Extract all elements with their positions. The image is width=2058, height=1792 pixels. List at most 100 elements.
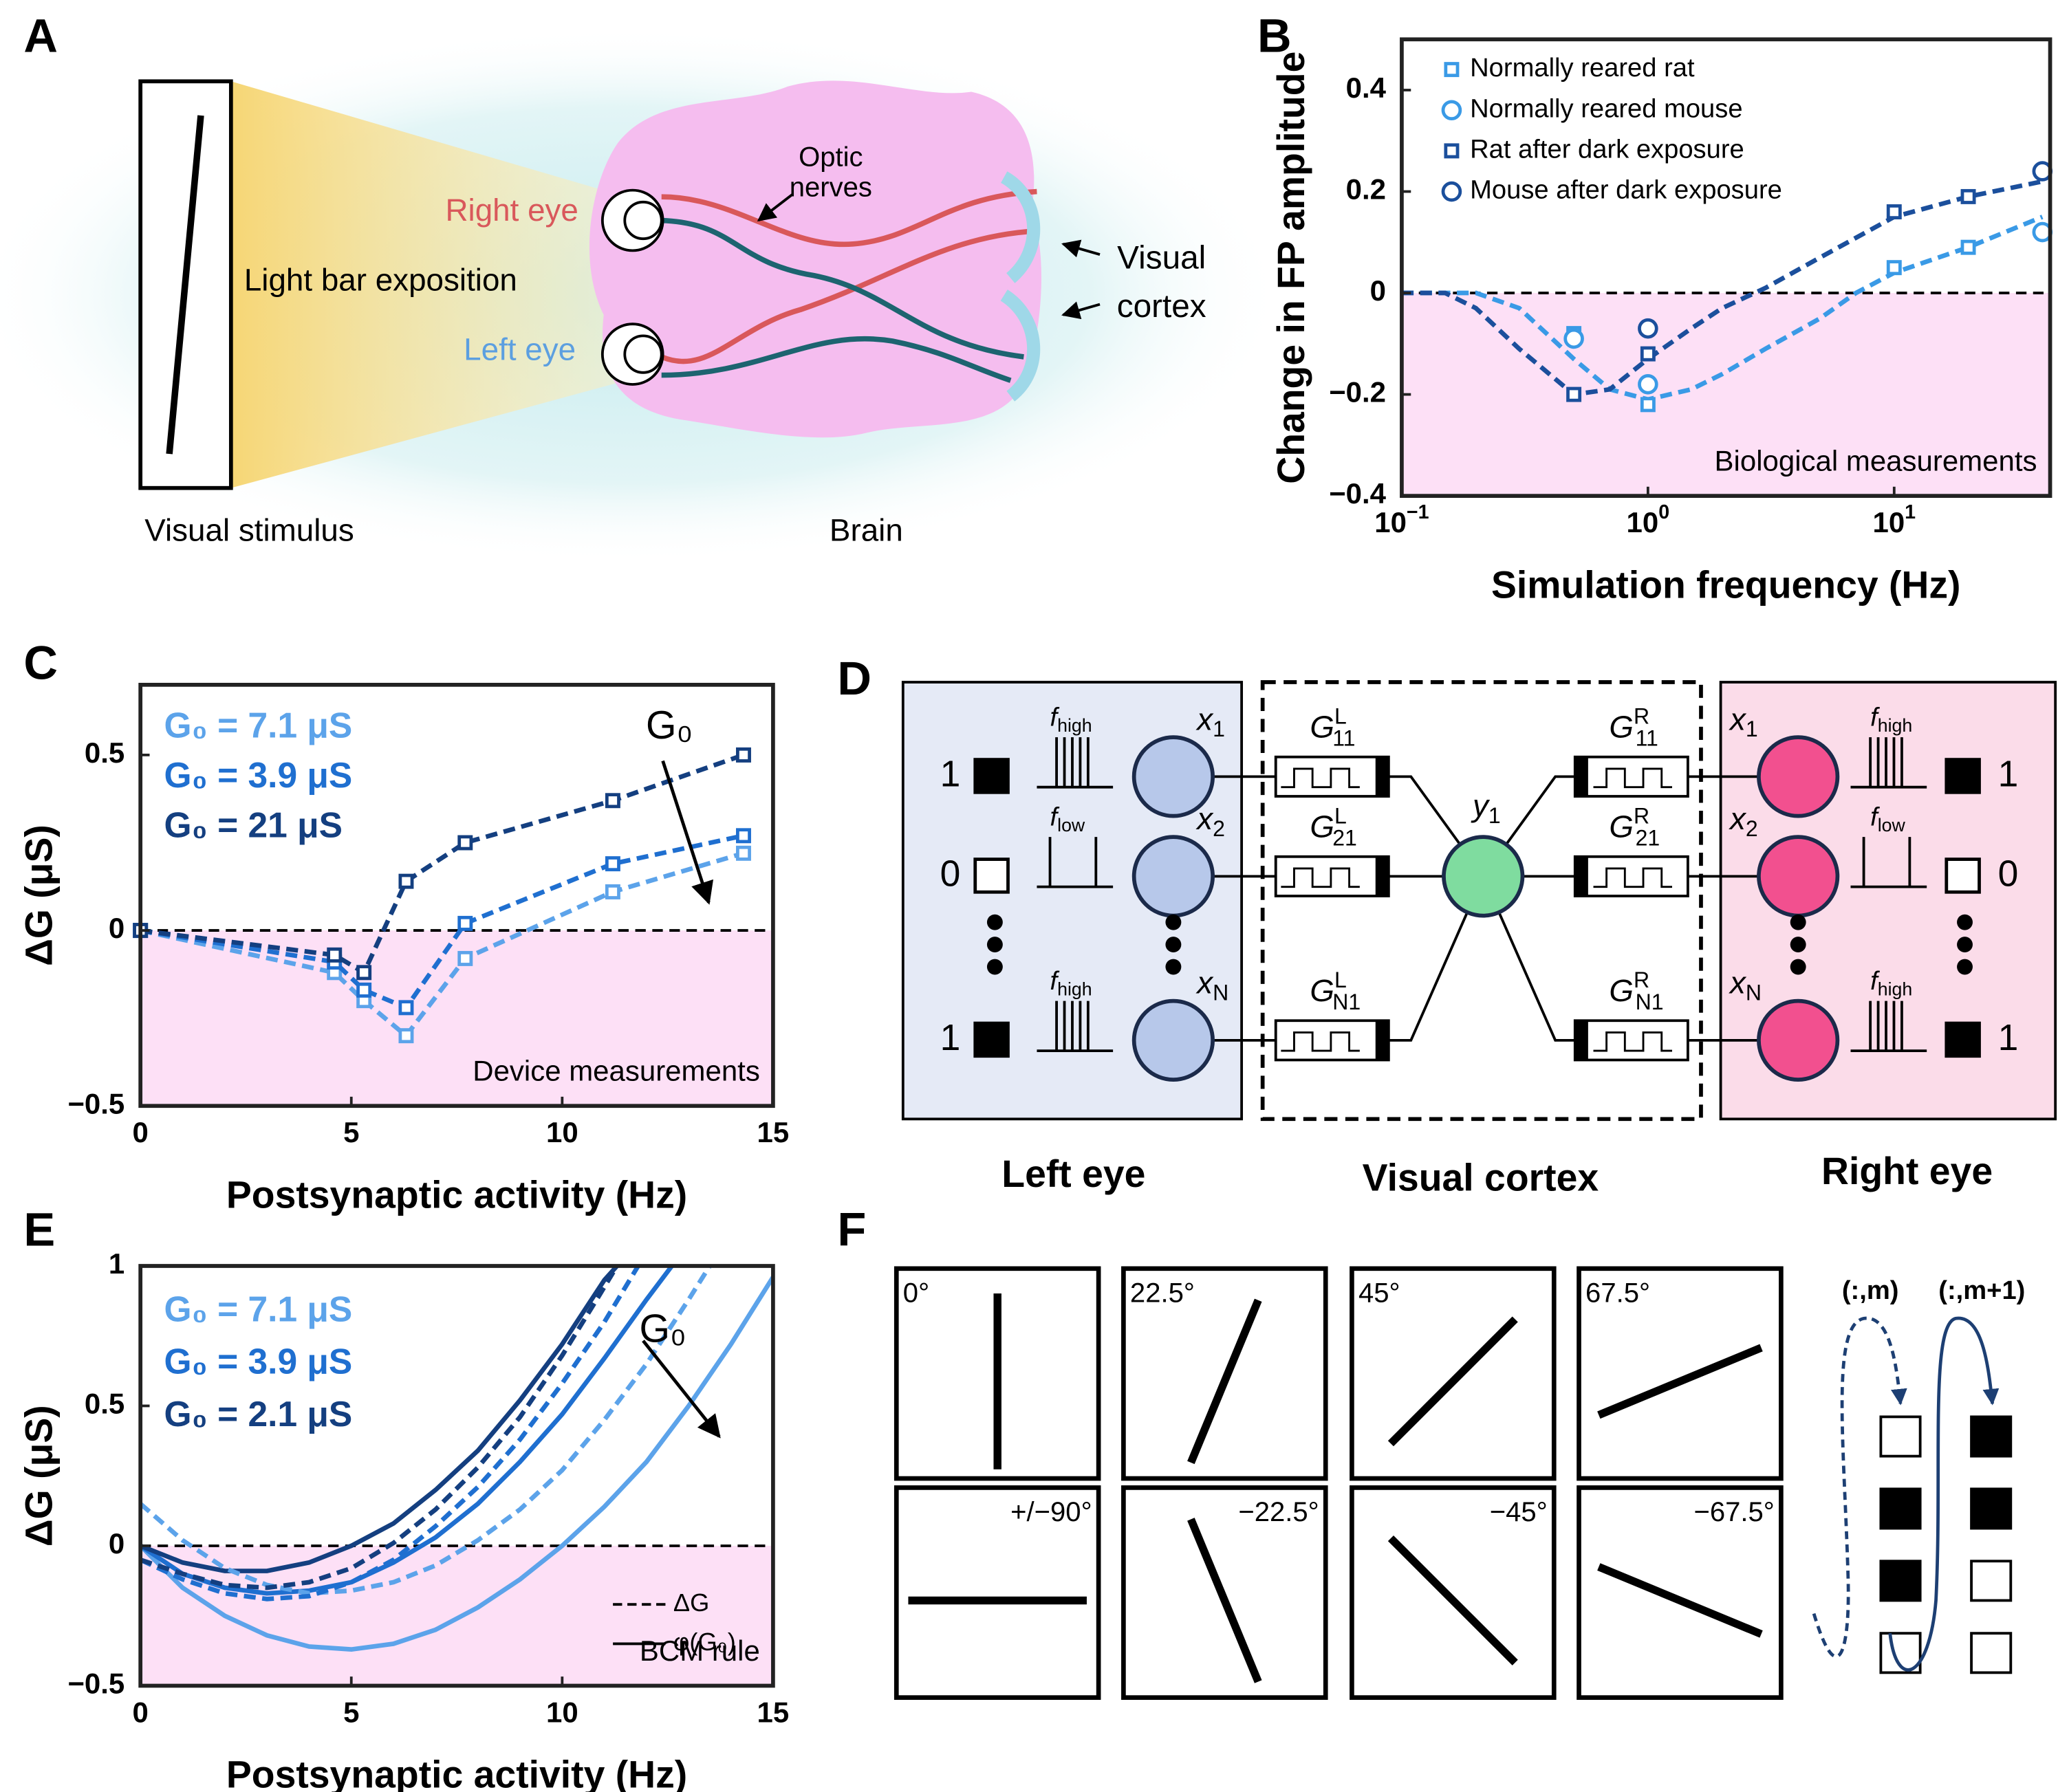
y-tick-label: −0.2 xyxy=(1329,376,1386,408)
synapse-wave xyxy=(1281,867,1360,888)
input-neuron xyxy=(1757,998,1840,1082)
series-line xyxy=(139,1264,619,1573)
marker xyxy=(1886,204,1902,220)
eye xyxy=(600,188,664,252)
synapse-label-sub: 21 xyxy=(1332,826,1357,851)
connection xyxy=(1482,875,1575,1042)
frequency-label-sub: low xyxy=(1878,815,1906,835)
node-label-sub: 1 xyxy=(1746,717,1758,741)
x-tick-label-exp: 0 xyxy=(1658,501,1669,523)
node-label-main: x xyxy=(1195,801,1214,836)
cortex-box xyxy=(1260,680,1703,1122)
legend-label: Normally reared mouse xyxy=(1470,94,1742,123)
pattern-pixel xyxy=(1970,1415,2013,1458)
panel-label: C xyxy=(23,636,58,689)
brain xyxy=(589,80,1041,438)
right-eye-title: Right eye xyxy=(1821,1150,1993,1192)
angle-label: +/−90° xyxy=(1010,1497,1092,1527)
x-tick-label: 5 xyxy=(343,1116,359,1148)
ellipsis-dot xyxy=(1165,914,1182,930)
synapse xyxy=(1573,1019,1689,1062)
node-label: x2 xyxy=(1195,801,1225,841)
x-tick-label-base: 0 xyxy=(133,1116,149,1148)
nerve xyxy=(661,336,1012,383)
series-line xyxy=(1401,215,2044,402)
scan-path xyxy=(1812,1316,1907,1659)
x-tick-label-exp: −1 xyxy=(1407,501,1429,523)
synapse-label-sub: 11 xyxy=(1636,726,1658,751)
node-label-sub: 2 xyxy=(1746,816,1758,841)
series-line xyxy=(1401,179,2043,397)
plot-frame xyxy=(1400,37,2052,498)
frequency-label: fhigh xyxy=(1050,966,1092,999)
synapse-label: GR N1 xyxy=(1609,968,1663,1015)
left-eye-title: Left eye xyxy=(1001,1152,1145,1195)
legend-label: Rat after dark exposure xyxy=(1470,134,1744,164)
brain-label: Brain xyxy=(830,513,903,548)
synapse-terminal xyxy=(1574,856,1588,896)
x-tick-label: 10 xyxy=(546,1116,578,1148)
angle-label: 67.5° xyxy=(1585,1278,1650,1309)
angle-label: 45° xyxy=(1358,1278,1400,1309)
frequency-label-sub: low xyxy=(1057,815,1085,835)
synapse-label: GL 11 xyxy=(1310,704,1355,751)
node-label-main: x xyxy=(1195,965,1214,1001)
frequency-label: fhigh xyxy=(1870,966,1912,999)
node-label: x1 xyxy=(1195,701,1225,741)
synapse-label: GR 11 xyxy=(1609,704,1658,751)
arrow xyxy=(661,760,714,905)
optic-nerves-label: nerves xyxy=(790,172,872,202)
panel-label: E xyxy=(23,1203,55,1256)
x-tick-label: 5 xyxy=(343,1696,359,1729)
marker xyxy=(1563,328,1584,349)
legend-label: Normally reared rat xyxy=(1470,53,1695,83)
y-tick-label: 0.4 xyxy=(1346,72,1387,104)
synapse-label-sub: N1 xyxy=(1636,990,1664,1015)
visual-cortex-label: Visual xyxy=(1117,239,1206,276)
annotation: BCM rule xyxy=(640,1635,760,1667)
synapse-label-main: G xyxy=(1609,710,1634,745)
arrow xyxy=(642,1340,721,1439)
marker xyxy=(736,747,751,763)
pattern-pixel xyxy=(1970,1487,2013,1530)
input-pixel xyxy=(1945,1021,1981,1058)
marker xyxy=(398,1028,414,1044)
synapse-label-main: G xyxy=(1609,809,1634,844)
ellipsis-dot xyxy=(1957,937,1973,953)
synapse-label-main: G xyxy=(1310,973,1334,1008)
frequency-label-main: f xyxy=(1870,966,1880,996)
x-axis-label: Postsynaptic activity (Hz) xyxy=(226,1753,687,1792)
nerve xyxy=(660,228,1037,364)
ellipsis-dot xyxy=(1165,959,1182,975)
synapse-label-main: G xyxy=(1310,809,1334,844)
marker xyxy=(1960,188,1976,204)
synapse-label-sup: R xyxy=(1634,968,1649,993)
frequency-label-main: f xyxy=(1050,966,1060,996)
synapse-label: GL 21 xyxy=(1310,804,1357,851)
panel-a-art xyxy=(0,26,1286,565)
stimulus-label: Visual stimulus xyxy=(144,513,354,548)
arrow xyxy=(757,193,794,222)
synapse xyxy=(1573,755,1689,798)
x-tick-label: 15 xyxy=(757,1116,790,1148)
ellipsis-dot xyxy=(986,937,1003,953)
pattern-pixel xyxy=(1879,1560,1922,1602)
orientation-box xyxy=(893,1485,1101,1700)
ellipsis-dot xyxy=(986,959,1003,975)
input-pixel xyxy=(1945,857,1981,894)
y-tick-label: −0.4 xyxy=(1329,477,1387,510)
orientation-box xyxy=(1577,1485,1784,1700)
node-label: x1 xyxy=(1729,701,1758,741)
marker xyxy=(1640,397,1656,413)
output-label: y1 xyxy=(1471,788,1501,828)
panel-label: F xyxy=(837,1203,866,1256)
y-tick-label: 0.2 xyxy=(1346,173,1386,206)
synapse xyxy=(1274,855,1390,897)
column-label: (:,m+1) xyxy=(1938,1276,2025,1305)
ellipsis-dot xyxy=(1790,959,1806,975)
node-label-sub: 2 xyxy=(1213,816,1225,841)
synapse-label-sub: 21 xyxy=(1636,826,1660,851)
output-label-main: y xyxy=(1471,788,1491,823)
synapse-label-sup: L xyxy=(1334,804,1347,829)
